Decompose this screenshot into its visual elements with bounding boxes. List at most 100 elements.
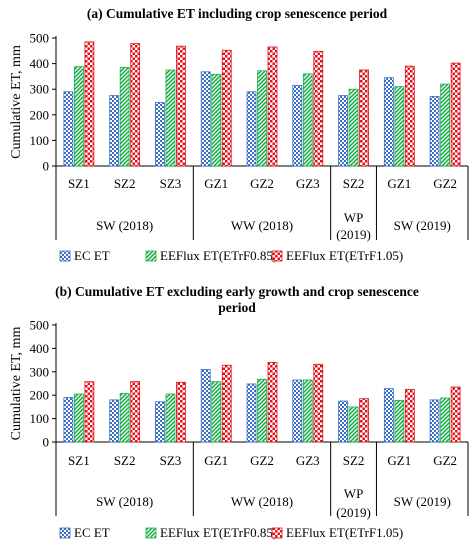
legend-label-ec: EC ET (74, 248, 110, 263)
chart-title: (b) Cumulative ET excluding early growth… (55, 284, 419, 299)
bar-eeflux085-sz2 (119, 67, 130, 167)
x-tick-label: GZ1 (204, 453, 228, 468)
y-tick-label: 300 (30, 364, 50, 379)
legend-swatch-eeflux085 (145, 250, 157, 262)
legend-swatch-eeflux105 (271, 250, 283, 262)
bar-ec-gz2 (429, 399, 440, 443)
group-label: WP (344, 210, 364, 225)
bar-ec-sz2 (338, 400, 348, 443)
bar-eeflux085-sz1 (73, 66, 84, 167)
x-tick-label: SZ3 (160, 453, 182, 468)
x-tick-label: SZ2 (114, 176, 136, 191)
bar-ec-gz1 (383, 77, 394, 167)
group-label: SW (2018) (96, 218, 153, 233)
chart-title: period (218, 300, 256, 315)
group-label: (2019) (336, 505, 371, 520)
x-tick-label: SZ1 (68, 453, 90, 468)
x-tick-label: GZ2 (433, 453, 457, 468)
bar-ec-gz1 (383, 388, 394, 443)
group-label: SW (2019) (394, 494, 451, 509)
bar-eeflux105-sz2 (359, 398, 369, 443)
x-tick-label: SZ2 (343, 453, 365, 468)
legend-label-eeflux105: EEFlux ET(ETrF1.05) (286, 248, 403, 263)
bar-eeflux085-sz2 (348, 406, 359, 443)
x-tick-label: SZ3 (160, 176, 182, 191)
bar-eeflux105-sz2 (130, 43, 141, 167)
bar-ec-sz3 (155, 102, 165, 167)
group-label: WP (344, 486, 364, 501)
y-tick-label: 500 (30, 318, 50, 333)
bar-ec-gz1 (200, 369, 211, 443)
bar-eeflux085-sz2 (119, 392, 130, 443)
bar-eeflux085-gz2 (257, 378, 267, 443)
bar-ec-sz1 (63, 91, 74, 167)
bar-ec-sz2 (109, 95, 120, 167)
bar-ec-gz2 (246, 383, 257, 443)
bar-ec-gz3 (292, 84, 303, 167)
group-label: WW (2018) (231, 494, 293, 509)
y-tick-label: 400 (30, 56, 50, 71)
x-tick-label: GZ2 (250, 176, 274, 191)
legend-label-ec: EC ET (74, 525, 110, 540)
bar-ec-gz2 (246, 91, 257, 167)
bar-eeflux085-gz1 (211, 381, 222, 443)
y-tick-label: 400 (30, 341, 50, 356)
bar-eeflux085-sz3 (165, 69, 176, 167)
y-tick-label: 300 (30, 82, 50, 97)
legend-swatch-ec (59, 250, 71, 262)
bar-eeflux105-gz2 (450, 62, 461, 167)
bar-eeflux105-gz2 (450, 386, 461, 443)
bar-eeflux085-gz3 (302, 379, 313, 443)
bar-ec-sz2 (338, 95, 348, 167)
bar-eeflux085-sz3 (165, 393, 176, 443)
bar-eeflux105-gz3 (313, 363, 324, 443)
legend-label-eeflux105: EEFlux ET(ETrF1.05) (286, 525, 403, 540)
bar-eeflux105-sz1 (84, 381, 95, 443)
bar-eeflux105-gz2 (267, 362, 278, 443)
bar-eeflux105-gz2 (267, 46, 278, 167)
bar-eeflux085-sz1 (73, 393, 84, 443)
bar-eeflux085-gz2 (257, 70, 267, 167)
x-tick-label: GZ2 (433, 176, 457, 191)
group-label: (2019) (336, 227, 371, 242)
x-tick-label: SZ1 (68, 176, 90, 191)
group-label: SW (2018) (96, 494, 153, 509)
x-tick-label: GZ1 (387, 453, 411, 468)
y-tick-label: 0 (43, 435, 50, 450)
bar-eeflux105-gz1 (221, 49, 232, 167)
y-tick-label: 100 (30, 411, 50, 426)
bar-eeflux105-gz1 (221, 364, 232, 443)
bar-ec-sz2 (109, 399, 120, 443)
y-tick-label: 500 (30, 31, 50, 46)
x-tick-label: GZ1 (387, 176, 411, 191)
group-label: SW (2019) (394, 218, 451, 233)
y-axis-label: Cumulative ET, mm (9, 327, 24, 441)
x-tick-label: SZ2 (343, 176, 365, 191)
bar-eeflux105-sz1 (84, 41, 95, 167)
x-tick-label: SZ2 (114, 453, 136, 468)
y-tick-label: 100 (30, 133, 50, 148)
y-tick-label: 0 (43, 159, 50, 174)
bar-eeflux085-sz2 (348, 88, 359, 167)
x-tick-label: GZ1 (204, 176, 228, 191)
legend-swatch-eeflux105 (271, 527, 283, 539)
x-tick-label: GZ3 (296, 176, 320, 191)
bar-ec-sz3 (155, 401, 165, 443)
x-tick-label: GZ3 (296, 453, 320, 468)
bar-ec-gz1 (200, 71, 211, 167)
bar-ec-gz2 (429, 95, 440, 167)
legend-swatch-eeflux085 (145, 527, 157, 539)
chart-panel-b: (b) Cumulative ET excluding early growth… (9, 284, 469, 540)
bar-eeflux105-gz3 (313, 50, 324, 167)
bar-eeflux085-gz2 (440, 397, 451, 443)
bar-eeflux085-gz1 (394, 399, 405, 443)
group-label: WW (2018) (231, 218, 293, 233)
legend-label-eeflux085: EEFlux ET(ETrF0.85) (160, 525, 277, 540)
bar-eeflux105-gz1 (404, 388, 415, 443)
bar-eeflux105-sz3 (176, 45, 186, 167)
bar-eeflux085-gz2 (440, 83, 451, 167)
bar-eeflux085-gz1 (394, 86, 405, 167)
x-tick-label: GZ2 (250, 453, 274, 468)
y-tick-label: 200 (30, 107, 50, 122)
